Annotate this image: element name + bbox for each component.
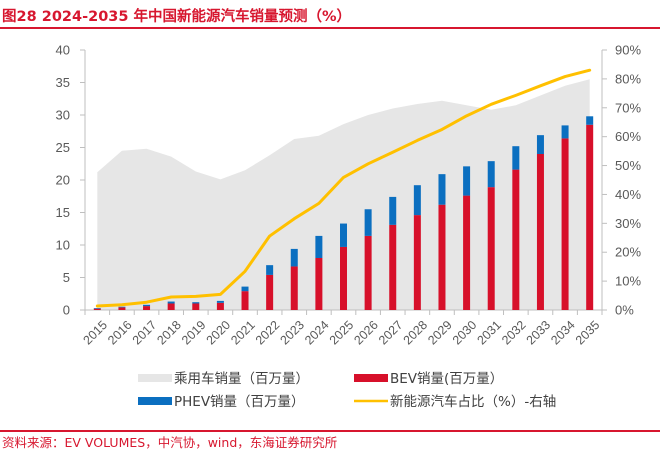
bev-sales-bar: [537, 154, 544, 310]
bev-sales-bar: [562, 138, 569, 310]
right-axis-tick-label: 40%: [615, 187, 641, 202]
right-axis-tick-label: 70%: [615, 100, 641, 115]
left-axis-tick-label: 40: [56, 43, 70, 58]
x-axis-tick-label: 2024: [302, 318, 332, 348]
x-axis-tick-label: 2020: [204, 318, 234, 348]
bev-sales-bar: [266, 275, 273, 310]
x-axis-tick-label: 2026: [351, 318, 381, 348]
bev-sales-bar: [143, 306, 150, 310]
x-axis-tick-label: 2031: [474, 318, 504, 348]
phev-sales-bar: [586, 116, 593, 124]
x-axis-tick-label: 2021: [228, 318, 258, 348]
legend: 乘用车销量（百万量） BEV销量(百万量） PHEV销量（百万量） 新能源汽车占比（%…: [138, 370, 556, 410]
legend-label: 新能源汽车占比（%）-右轴: [390, 393, 556, 410]
bev-sales-bar: [488, 187, 495, 310]
x-axis-tick-label: 2028: [401, 318, 431, 348]
x-axis-tick-label: 2015: [81, 318, 111, 348]
phev-sales-bar: [94, 308, 101, 309]
phev-sales-bar: [340, 224, 347, 247]
x-axis-tick-label: 2035: [573, 318, 603, 348]
right-axis-tick-label: 60%: [615, 129, 641, 144]
x-axis-tick-label: 2023: [277, 318, 307, 348]
right-axis-tick-label: 20%: [615, 245, 641, 260]
x-axis-tick-label: 2016: [105, 318, 135, 348]
right-axis-tick-label: 80%: [615, 71, 641, 86]
x-axis-tick-label: 2033: [524, 318, 554, 348]
legend-item-phev: PHEV销量（百万量）: [138, 394, 305, 410]
phev-sales-bar: [488, 161, 495, 187]
x-axis-tick-label: 2018: [154, 318, 184, 348]
bev-sales-bar: [168, 304, 175, 311]
bev-sales-bar: [94, 309, 101, 310]
bev-sales-bar: [242, 291, 249, 310]
bev-sales-bar: [389, 225, 396, 310]
x-axis-tick-label: 2034: [548, 318, 578, 348]
phev-sales-bar: [463, 166, 470, 195]
left-axis-tick-label: 10: [56, 238, 70, 253]
x-axis-tick-label: 2030: [450, 318, 480, 348]
legend-label: 乘用车销量（百万量）: [174, 370, 309, 387]
legend-label: PHEV销量（百万量）: [174, 394, 305, 410]
phev-sales-bar: [389, 197, 396, 225]
right-axis-tick-label: 0%: [615, 303, 634, 318]
source-note: 资料来源：EV VOLUMES，中汽协，wind，东海证券研究所: [2, 432, 337, 451]
legend-item-nev-share: 新能源汽车占比（%）-右轴: [354, 393, 556, 410]
bev-sales-bar: [315, 258, 322, 310]
chart-svg: 05101520253035400%10%20%30%40%50%60%70%8…: [0, 0, 671, 425]
bev-sales-bar: [414, 215, 421, 310]
legend-item-bev: BEV销量(百万量）: [354, 371, 503, 387]
left-axis-tick-label: 25: [56, 140, 70, 155]
phev-sales-bar: [217, 301, 224, 303]
bev-sales-bar: [291, 266, 298, 310]
phev-sales-bar: [192, 302, 199, 303]
right-axis-tick-label: 10%: [615, 274, 641, 289]
x-axis-tick-label: 2019: [179, 318, 209, 348]
x-axis-tick-label: 2025: [327, 318, 357, 348]
legend-swatch: [138, 397, 172, 405]
bev-sales-bar: [192, 304, 199, 311]
left-axis-tick-label: 0: [63, 303, 70, 318]
left-axis-tick-label: 15: [56, 205, 70, 220]
phev-sales-bar: [315, 236, 322, 258]
phev-sales-bar: [512, 146, 519, 169]
phev-sales-bar: [438, 174, 445, 205]
phev-sales-bar: [537, 135, 544, 154]
legend-item-passenger-car: 乘用车销量（百万量）: [138, 370, 309, 387]
x-axis-tick-label: 2029: [425, 318, 455, 348]
phev-sales-bar: [414, 185, 421, 215]
legend-swatch: [138, 374, 172, 382]
phev-sales-bar: [168, 302, 175, 304]
bev-sales-bar: [217, 303, 224, 310]
right-axis-tick-label: 90%: [615, 43, 641, 58]
bev-sales-bar: [512, 170, 519, 310]
phev-sales-bar: [242, 287, 249, 292]
bev-sales-bar: [586, 125, 593, 310]
right-axis-tick-label: 50%: [615, 158, 641, 173]
right-axis-tick-label: 30%: [615, 216, 641, 231]
x-axis-tick-label: 2022: [253, 318, 283, 348]
phev-sales-bar: [365, 209, 372, 236]
x-axis-tick-label: 2027: [376, 318, 406, 348]
phev-sales-bar: [143, 305, 150, 306]
phev-sales-bar: [118, 307, 125, 308]
left-axis-tick-label: 35: [56, 75, 70, 90]
bev-sales-bar: [365, 236, 372, 310]
x-axis-tick-label: 2017: [130, 318, 160, 348]
bev-sales-bar: [438, 205, 445, 310]
bev-sales-bar: [340, 247, 347, 310]
x-axis-tick-label: 2032: [499, 318, 529, 348]
bev-sales-bar: [463, 196, 470, 310]
legend-swatch: [354, 374, 388, 382]
left-axis-tick-label: 20: [56, 173, 70, 188]
phev-sales-bar: [266, 265, 273, 275]
legend-label: BEV销量(百万量）: [390, 371, 503, 387]
left-axis-tick-label: 5: [63, 270, 70, 285]
phev-sales-bar: [562, 125, 569, 138]
left-axis-tick-label: 30: [56, 108, 70, 123]
bev-sales-bar: [118, 307, 125, 310]
phev-sales-bar: [291, 249, 298, 267]
